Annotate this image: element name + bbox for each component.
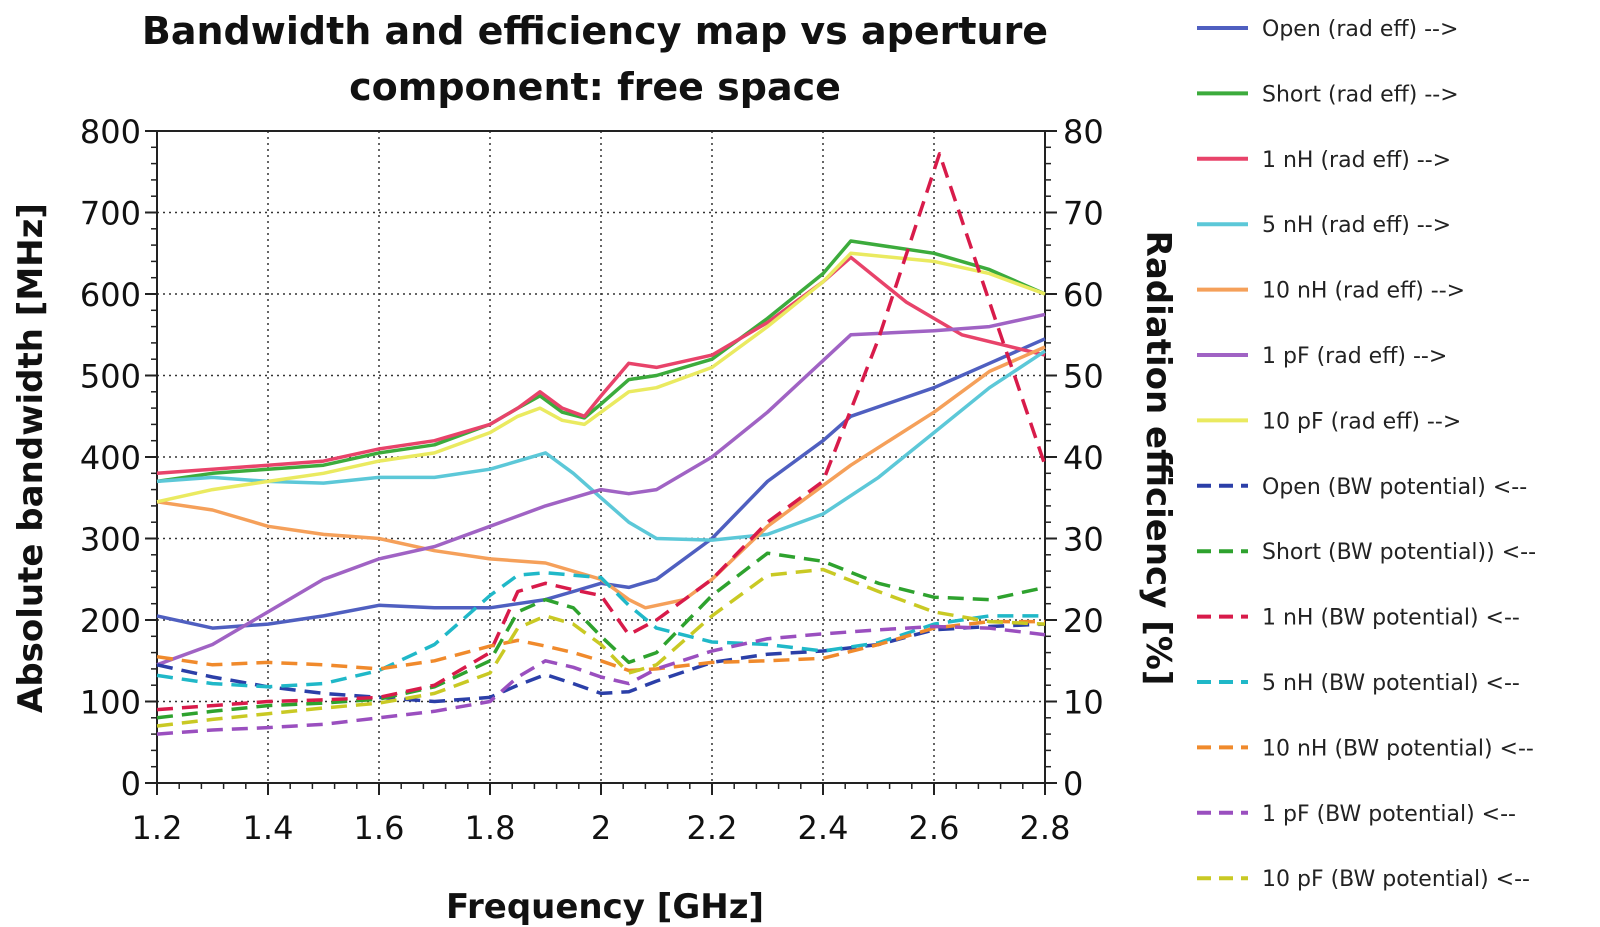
y-left-tick-label: 600 bbox=[80, 276, 141, 314]
x-tick-label: 2.2 bbox=[687, 809, 738, 847]
axis-ticks: 1.2 1.4 1.6 1.8 2 2.2 2.4 2.6 2.8010020030040050… bbox=[80, 113, 1104, 847]
y-left-tick-label: 0 bbox=[121, 765, 141, 803]
y-right-tick-label: 40 bbox=[1063, 439, 1104, 477]
chart-title: Bandwidth and efficiency map vs aperture… bbox=[142, 9, 1048, 109]
series-line-2 bbox=[156, 239, 1046, 484]
series-line-5 bbox=[156, 345, 1046, 610]
series-line-7 bbox=[156, 251, 1046, 504]
series-line-12 bbox=[156, 619, 1045, 673]
y-right-axis-title: Radiation efficiency [%] bbox=[1138, 231, 1178, 686]
series-line-9 bbox=[156, 551, 1046, 720]
y-left-tick-label: 300 bbox=[80, 521, 141, 559]
y-right-tick-label: 50 bbox=[1063, 358, 1104, 396]
x-tick-label: 1.2 bbox=[132, 809, 183, 847]
y-right-tick-label: 30 bbox=[1063, 521, 1104, 559]
y-right-tick-label: 70 bbox=[1063, 195, 1104, 233]
x-tick-label: 1.4 bbox=[243, 809, 294, 847]
y-left-tick-label: 500 bbox=[80, 358, 141, 396]
y-left-tick-label: 800 bbox=[80, 113, 141, 151]
legend-entry-label: 1 pF (rad eff) --> bbox=[1262, 344, 1447, 369]
y-right-tick-label: 60 bbox=[1063, 276, 1104, 314]
x-tick-label: 2.4 bbox=[798, 809, 849, 847]
x-axis-title: Frequency [GHz] bbox=[446, 887, 764, 927]
legend-entry-label: 10 nH (rad eff) --> bbox=[1262, 279, 1465, 304]
legend-entry-label: 5 nH (BW potential) <-- bbox=[1262, 671, 1520, 696]
y-right-tick-label: 10 bbox=[1063, 684, 1104, 722]
series-line-13 bbox=[156, 624, 1046, 736]
series-line-3 bbox=[156, 255, 1046, 476]
y-left-tick-label: 100 bbox=[80, 684, 141, 722]
legend-entry-label: 1 nH (rad eff) --> bbox=[1262, 148, 1451, 173]
legend-entry-label: 5 nH (rad eff) --> bbox=[1262, 213, 1451, 238]
y-left-tick-label: 700 bbox=[80, 195, 141, 233]
y-right-tick-label: 80 bbox=[1063, 113, 1104, 151]
x-tick-label: 2.6 bbox=[909, 809, 960, 847]
legend-entry-label: 10 pF (rad eff) --> bbox=[1262, 409, 1461, 434]
legend-entry-label: Short (BW potential)) <-- bbox=[1262, 540, 1536, 565]
legend-entry-label: Short (rad eff) --> bbox=[1262, 82, 1459, 107]
x-tick-label: 2 bbox=[591, 809, 611, 847]
legend-entry-label: 1 nH (BW potential) <-- bbox=[1262, 606, 1520, 631]
series-line-14 bbox=[156, 567, 1046, 728]
y-left-tick-label: 400 bbox=[80, 439, 141, 477]
legend: Open (rad eff) --> Short (rad eff) --> 1 n… bbox=[1197, 17, 1536, 892]
x-tick-label: 2.8 bbox=[1020, 809, 1071, 847]
series-line-11 bbox=[156, 570, 1045, 689]
y-right-tick-label: 0 bbox=[1063, 765, 1083, 803]
series-lines bbox=[156, 152, 1047, 736]
legend-entry-label: 1 pF (BW potential) <-- bbox=[1262, 802, 1516, 827]
legend-entry-label: 10 pF (BW potential) <-- bbox=[1262, 867, 1530, 892]
series-line-4 bbox=[156, 349, 1046, 542]
chart-title-line-1: Bandwidth and efficiency map vs aperture bbox=[142, 9, 1048, 53]
y-left-axis-title: Absolute bandwidth [MHz] bbox=[11, 203, 51, 713]
series-line-10 bbox=[156, 152, 1047, 712]
legend-entry-label: 10 nH (BW potential) <-- bbox=[1262, 736, 1534, 761]
series-line-8 bbox=[156, 622, 1046, 704]
legend-entry-label: Open (BW potential) <-- bbox=[1262, 475, 1527, 500]
x-tick-label: 1.6 bbox=[354, 809, 405, 847]
chart-title-line-2: component: free space bbox=[349, 65, 841, 109]
y-right-tick-label: 20 bbox=[1063, 602, 1104, 640]
legend-entry-label: Open (rad eff) --> bbox=[1262, 17, 1458, 42]
y-left-tick-label: 200 bbox=[80, 602, 141, 640]
x-tick-label: 1.8 bbox=[465, 809, 516, 847]
